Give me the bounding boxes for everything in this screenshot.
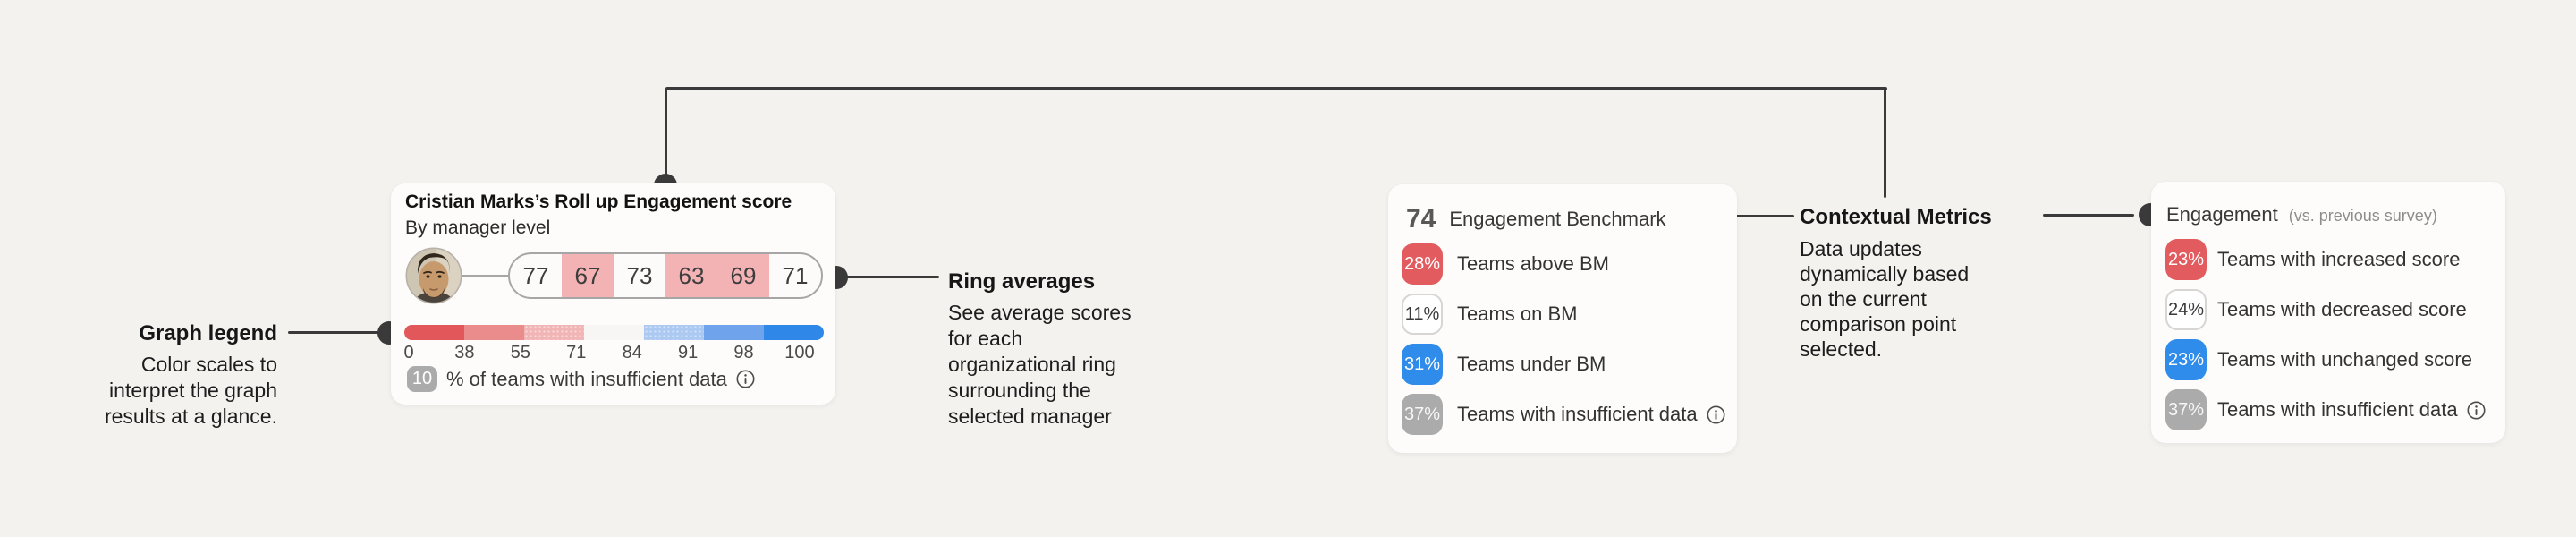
metric-row: 37% Teams with insufficient data	[2165, 389, 2486, 430]
card-title: Cristian Marks’s Roll up Engagement scor…	[405, 192, 792, 212]
connector-graph-legend-line	[288, 331, 379, 334]
metric-label: Teams under BM	[1457, 353, 1606, 375]
annotation-contextual-metrics: Contextual Metrics Data updates dynamica…	[1800, 205, 2059, 362]
ring-average-value: 77	[522, 261, 549, 289]
connector-top-horizontal	[665, 87, 1887, 90]
annotation-graph-legend: Graph legend Color scales to interpret t…	[27, 321, 277, 430]
annotation-text-line: Data updates	[1800, 237, 1922, 260]
metric-label: Teams with unchanged score	[2217, 348, 2472, 371]
annotation-text-line: surrounding the	[948, 379, 1091, 402]
scale-tick: 84	[622, 343, 642, 362]
annotation-text-line: on the current	[1800, 287, 1927, 311]
connector-ring-averages-line	[846, 276, 939, 278]
scale-tick-labels: 0 38 55 71 84 91 98 100	[391, 343, 818, 363]
scale-segment	[464, 325, 524, 340]
manager-avatar	[405, 247, 462, 304]
annotation-text-line: Color scales to	[140, 353, 277, 376]
metric-badge: 37%	[1402, 394, 1443, 435]
ring-averages-pill: 77 67 73 63 69 71	[508, 252, 823, 299]
avatar-illustration	[405, 247, 462, 304]
ring-average-value: 71	[782, 261, 809, 289]
engagement-comparison-card: Engagement (vs. previous survey) 23% Tea…	[2151, 182, 2505, 443]
metric-row: 23% Teams with unchanged score	[2165, 339, 2472, 380]
metric-label: Teams on BM	[1457, 303, 1578, 325]
annotation-text-line: selected.	[1800, 337, 1883, 361]
scale-segment	[764, 325, 824, 340]
metric-row: 37% Teams with insufficient data	[1402, 394, 1725, 435]
engagement-subtitle: (vs. previous survey)	[2288, 207, 2437, 225]
scale-tick: 91	[677, 343, 699, 362]
ring-average-value: 69	[717, 254, 769, 297]
ring-average-value: 63	[665, 254, 717, 297]
annotation-title: Graph legend	[139, 321, 277, 345]
scale-segment	[644, 325, 704, 340]
metric-label: Teams with insufficient data	[1457, 403, 1698, 425]
annotation-text-line: results at a glance.	[104, 405, 277, 428]
insufficient-data-row: % of teams with insufficient data	[446, 366, 755, 392]
card-subtitle: By manager level	[405, 217, 551, 238]
scale-tick: 55	[510, 343, 530, 362]
connector-top-left-vertical	[665, 89, 667, 175]
annotation-ring-averages: Ring averages See average scores for eac…	[948, 269, 1216, 430]
annotation-text-line: See average scores	[948, 301, 1131, 324]
ring-average-value: 73	[626, 261, 653, 289]
color-scale-bar	[404, 325, 824, 340]
annotation-text-line: for each	[948, 327, 1023, 350]
insufficient-data-label: % of teams with insufficient data	[446, 367, 727, 390]
connector-top-right-vertical	[1884, 89, 1886, 198]
ring-average-value: 67	[562, 254, 614, 297]
annotation-text-line: organizational ring	[948, 353, 1116, 376]
avatar-to-rings-line	[462, 275, 508, 277]
annotation-text-line: dynamically based	[1800, 262, 1970, 286]
metric-label: Teams with insufficient data	[2217, 398, 2458, 421]
annotation-title: Contextual Metrics	[1800, 205, 1992, 229]
metric-row: 11% Teams on BM	[1402, 294, 1578, 335]
insufficient-data-percent-badge: 10	[407, 366, 437, 392]
metric-badge: 11%	[1402, 294, 1443, 335]
scale-segment	[584, 325, 644, 340]
annotation-title: Ring averages	[948, 269, 1096, 294]
connector-annotation-to-engagement-line	[2043, 214, 2134, 217]
metric-badge: 37%	[2165, 389, 2207, 430]
metric-label: Teams with increased score	[2217, 248, 2461, 270]
scale-tick: 38	[454, 343, 475, 362]
metric-label: Teams with decreased score	[2217, 298, 2467, 320]
benchmark-title: Engagement Benchmark	[1449, 208, 1666, 230]
annotation-text-line: interpret the graph	[109, 379, 277, 402]
metric-badge: 23%	[2165, 239, 2207, 280]
metric-badge: 31%	[1402, 344, 1443, 385]
info-icon[interactable]	[1707, 405, 1725, 424]
metric-row: 28% Teams above BM	[1402, 243, 1609, 285]
annotation-text-line: selected manager	[948, 405, 1112, 428]
connector-benchmark-to-annotation-line	[1696, 215, 1794, 217]
metric-badge: 24%	[2165, 289, 2207, 330]
scale-tick: 0	[403, 343, 414, 362]
engagement-title: Engagement	[2166, 203, 2278, 226]
rollup-score-card: Cristian Marks’s Roll up Engagement scor…	[391, 183, 835, 405]
scale-segment	[404, 325, 464, 340]
scale-tick: 100	[784, 343, 815, 362]
metric-row: 31% Teams under BM	[1402, 344, 1606, 385]
metric-label: Teams above BM	[1457, 252, 1609, 275]
annotation-text-line: comparison point	[1800, 312, 1957, 336]
info-icon[interactable]	[736, 370, 755, 388]
scale-segment	[704, 325, 764, 340]
benchmark-score: 74	[1406, 204, 1436, 234]
metric-row: 24% Teams with decreased score	[2165, 289, 2467, 330]
metric-badge: 28%	[1402, 243, 1443, 285]
benchmark-header: 74 Engagement Benchmark	[1406, 202, 1666, 236]
scale-segment	[524, 325, 584, 340]
engagement-header: Engagement (vs. previous survey)	[2166, 203, 2437, 226]
info-icon[interactable]	[2467, 401, 2486, 420]
scale-tick: 98	[733, 343, 754, 362]
metric-row: 23% Teams with increased score	[2165, 239, 2460, 280]
metric-badge: 23%	[2165, 339, 2207, 380]
scale-tick: 71	[566, 343, 587, 362]
engagement-benchmark-card: 74 Engagement Benchmark 28% Teams above …	[1388, 184, 1737, 453]
